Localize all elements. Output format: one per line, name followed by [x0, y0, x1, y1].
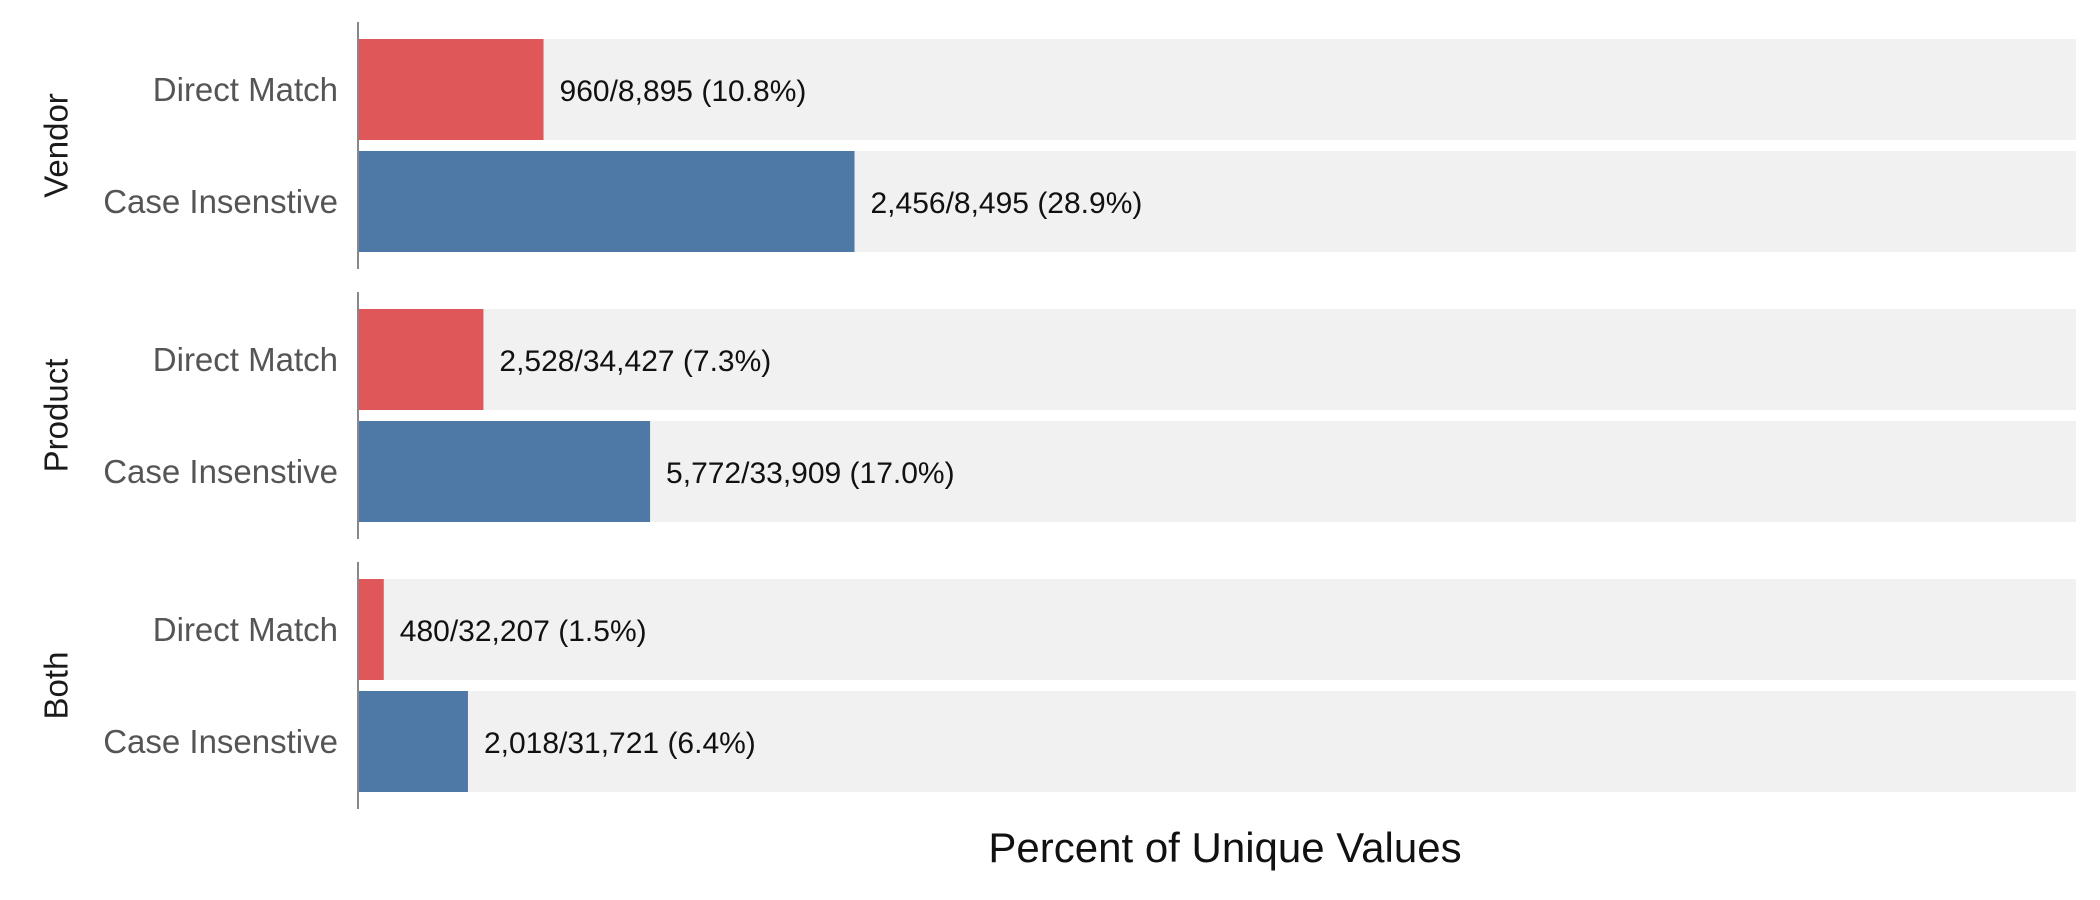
- bar-track-both-direct-match: [358, 579, 2076, 680]
- bar-product-case-insenstive: [358, 421, 651, 522]
- bar-value-labels: 960/8,895 (10.8%) 2,456/8,495 (28.9%) 2,52…: [400, 75, 1143, 760]
- bar-vendor-direct-match: [358, 39, 544, 140]
- bar-product-direct-match: [358, 309, 484, 410]
- bar-tracks: [358, 39, 2076, 792]
- category-label-both-case-insenstive: Case Insenstive: [103, 723, 338, 760]
- bar-value-label-vendor-direct-match: 960/8,895 (10.8%): [560, 75, 807, 108]
- category-label-vendor-case-insenstive: Case Insenstive: [103, 183, 338, 220]
- bars: [358, 39, 855, 792]
- group-label-product: Product: [38, 359, 75, 473]
- group-labels: Vendor Product Both: [38, 93, 75, 719]
- bar-value-label-product-case-insenstive: 5,772/33,909 (17.0%): [666, 457, 955, 490]
- bar-value-label-vendor-case-insenstive: 2,456/8,495 (28.9%): [871, 187, 1143, 220]
- category-label-both-direct-match: Direct Match: [153, 611, 338, 648]
- bar-both-case-insenstive: [358, 691, 468, 792]
- bar-track-vendor-direct-match: [358, 39, 2076, 140]
- bar-track-both-case-insenstive: [358, 691, 2076, 792]
- bar-value-label-both-direct-match: 480/32,207 (1.5%): [400, 615, 647, 648]
- x-axis-title: Percent of Unique Values: [988, 824, 1461, 871]
- bar-value-label-product-direct-match: 2,528/34,427 (7.3%): [499, 345, 771, 378]
- bar-track-product-direct-match: [358, 309, 2076, 410]
- category-label-vendor-direct-match: Direct Match: [153, 71, 338, 108]
- category-label-product-case-insenstive: Case Insenstive: [103, 453, 338, 490]
- category-label-product-direct-match: Direct Match: [153, 341, 338, 378]
- bar-vendor-case-insenstive: [358, 151, 855, 252]
- bar-value-label-both-case-insenstive: 2,018/31,721 (6.4%): [484, 727, 756, 760]
- group-label-vendor: Vendor: [38, 93, 75, 198]
- bar-both-direct-match: [358, 579, 384, 680]
- category-labels: Direct Match Case Insenstive Direct Match C…: [103, 71, 338, 760]
- group-label-both: Both: [38, 652, 75, 720]
